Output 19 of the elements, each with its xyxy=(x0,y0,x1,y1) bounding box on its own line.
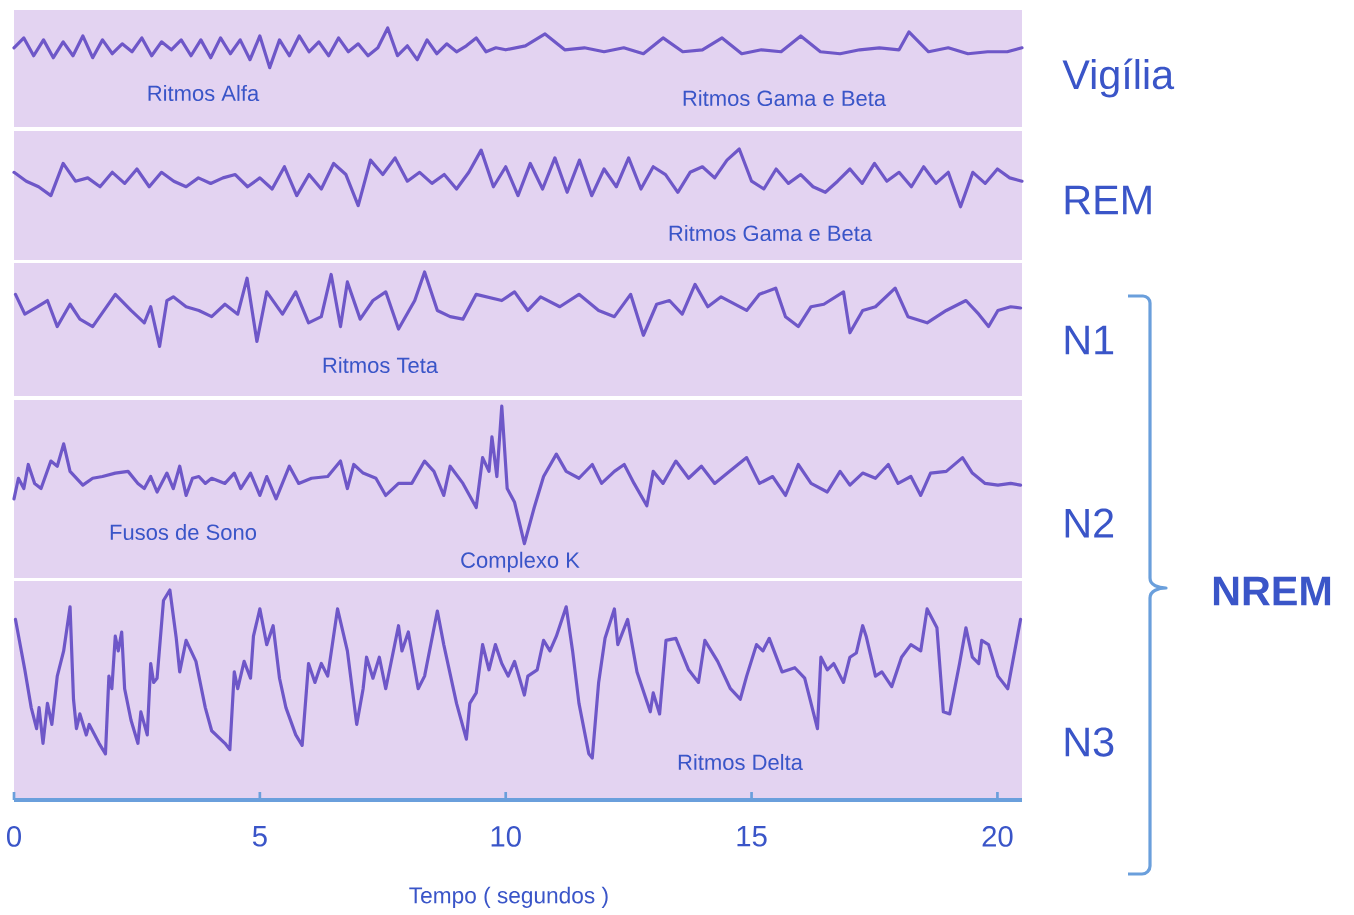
x-tick-label: 5 xyxy=(252,826,267,847)
x-tick-label: 10 xyxy=(491,826,521,847)
annotation: Ritmos Delta xyxy=(678,753,803,771)
annotation: Ritmos Alfa xyxy=(148,84,260,102)
x-tick-label: 0 xyxy=(6,826,21,847)
y-axis-title: N1 xyxy=(1065,325,1114,355)
annotation: Ritmos Teta xyxy=(323,356,439,374)
y-axis-title: N3 xyxy=(1065,727,1114,757)
x-tick-label: 20 xyxy=(982,826,1013,847)
y-axis-title: REM xyxy=(1065,185,1151,215)
y-axis-title: N2 xyxy=(1065,508,1114,538)
y-axis-title: Vigília xyxy=(1062,58,1175,98)
annotation: Fusos de Sono xyxy=(110,523,257,541)
annotation: Ritmos Gama e Beta xyxy=(683,89,887,107)
annotation: Complexo K xyxy=(461,551,580,573)
annotation: Ritmos Gama e Beta xyxy=(669,224,873,242)
text: NREM xyxy=(1213,576,1331,606)
x-tick-label: 15 xyxy=(737,826,767,847)
x-axis-title: Tempo ( segundos ) xyxy=(409,886,608,908)
